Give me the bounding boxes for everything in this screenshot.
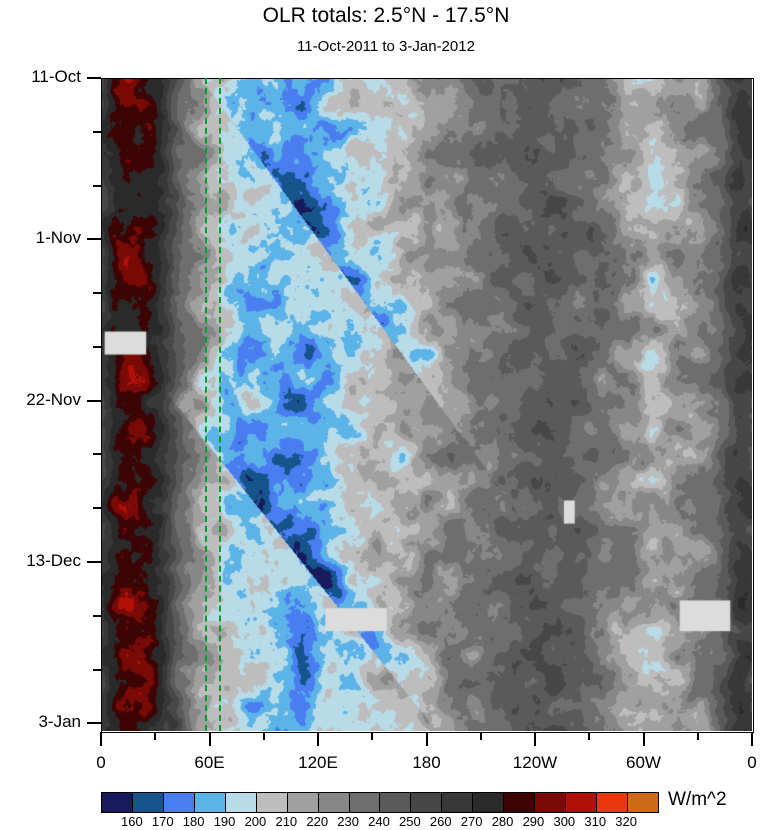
x-axis-tick-label: 60W [626, 753, 661, 772]
colorbar-segment [597, 793, 628, 812]
x-axis-tick-label: 0 [96, 753, 106, 772]
y-axis-major-tick [87, 399, 101, 402]
colorbar-segment [132, 793, 164, 812]
colorbar-tick-label: 200 [244, 814, 267, 829]
y-axis-tick-label: 11-Oct [31, 67, 81, 86]
colorbar-tick-label: 230 [337, 814, 359, 829]
x-axis-major-tick [208, 732, 211, 746]
x-axis-major-tick [100, 732, 102, 746]
x-axis-minor-tick [371, 732, 374, 740]
y-axis-tick-label: 3-Jan [38, 712, 81, 732]
colorbar-segment [318, 793, 350, 812]
x-axis-minor-tick [154, 732, 157, 740]
colorbar-tick-label: 290 [522, 814, 545, 829]
colorbar-segment [473, 793, 505, 812]
y-axis-major-tick [87, 77, 101, 79]
x-axis-major-tick [534, 732, 536, 746]
colorbar-segment [102, 793, 133, 812]
colorbar-segment [566, 793, 597, 812]
colorbar-tick-label: 270 [460, 814, 483, 829]
y-axis-minor-tick [93, 130, 101, 133]
colorbar-segment [380, 793, 412, 812]
y-axis-minor-tick [93, 345, 101, 348]
colorbar-tick-label: 250 [399, 814, 421, 829]
y-axis-minor-tick [93, 614, 101, 617]
colorbar-segment [535, 793, 567, 812]
x-axis-tick-label: 180 [412, 753, 441, 772]
x-axis-minor-tick [479, 732, 482, 740]
colorbar-tick-label: 260 [429, 814, 452, 829]
colorbar-segment [627, 793, 658, 812]
page-subtitle: 11-Oct-2011 to 3-Jan-2012 [297, 38, 475, 55]
colorbar-segment [504, 793, 536, 812]
x-axis-tick-label: 120W [512, 753, 558, 772]
colorbar-tick-label: 320 [615, 814, 637, 829]
colorbar-segment [287, 793, 319, 812]
y-axis-major-tick [87, 722, 101, 725]
colorbar-segment [442, 793, 474, 812]
y-axis-minor-tick [93, 453, 101, 456]
colorbar-segment [194, 793, 226, 812]
longitude-marker-line [204, 78, 207, 731]
colorbar-tick-label: 220 [306, 814, 329, 829]
colorbar-tick-label: 160 [121, 814, 143, 829]
longitude-marker-line [218, 78, 221, 731]
colorbar-segment [256, 793, 288, 812]
x-axis-tick-label: 0 [747, 753, 757, 772]
x-axis-minor-tick [696, 732, 699, 740]
hovmoller-plot-area[interactable] [101, 78, 752, 731]
colorbar-tick-label: 280 [491, 814, 514, 829]
colorbar-tick-label: 170 [151, 814, 174, 829]
colorbar-segment [349, 793, 381, 812]
colorbar-tick-label: 300 [553, 814, 576, 829]
y-axis-tick-label: 1-Nov [35, 228, 81, 248]
y-axis-tick-label: 22-Nov [26, 389, 81, 409]
x-axis-major-tick [642, 732, 645, 746]
colorbar-tick-label: 180 [182, 814, 205, 829]
y-axis-minor-tick [93, 292, 101, 295]
y-axis-minor-tick [93, 184, 101, 187]
x-axis-minor-tick [588, 732, 591, 740]
y-axis-major-tick [87, 560, 101, 563]
y-axis-minor-tick [93, 507, 101, 510]
colorbar-tick-label: 190 [213, 814, 236, 829]
y-axis-major-tick [87, 238, 101, 241]
x-axis-major-tick [425, 732, 428, 746]
colorbar-segment [163, 793, 195, 812]
y-axis-minor-tick [93, 668, 101, 671]
colorbar-units-label: W/m^2 [668, 789, 727, 810]
x-axis-major-tick [751, 732, 753, 746]
y-axis-tick-label: 13-Dec [26, 550, 81, 570]
x-axis-tick-label: 60E [194, 753, 225, 772]
colorbar-segment [225, 793, 257, 812]
colorbar[interactable] [101, 792, 659, 813]
colorbar-tick-label: 240 [368, 814, 390, 829]
olr-heatmap-canvas[interactable] [101, 78, 752, 731]
colorbar-tick-label: 310 [584, 814, 607, 829]
x-axis-tick-label: 120E [298, 753, 338, 772]
page-title: OLR totals: 2.5°N - 17.5°N [262, 4, 510, 27]
x-axis-minor-tick [262, 732, 265, 740]
colorbar-tick-label: 210 [275, 814, 298, 829]
colorbar-segment [411, 793, 443, 812]
x-axis-major-tick [317, 732, 319, 746]
